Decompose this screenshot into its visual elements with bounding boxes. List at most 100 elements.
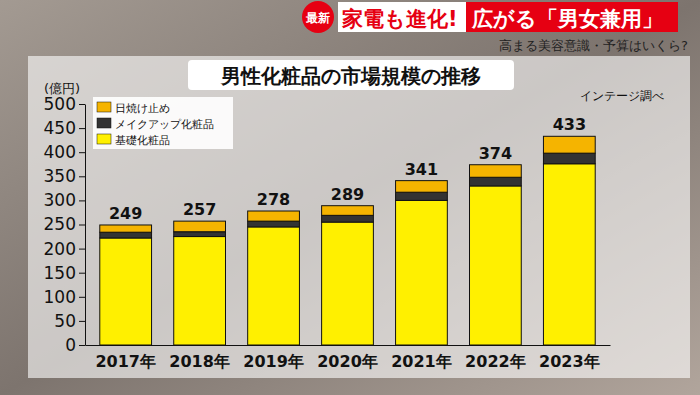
- panel: [28, 56, 690, 378]
- bar-segment: [100, 232, 152, 238]
- tick-label: 350: [44, 166, 76, 186]
- tick-mark: [79, 152, 85, 153]
- tick-label: 2017年: [95, 352, 156, 371]
- total-label: 374: [479, 144, 512, 163]
- bar-segment: [396, 181, 448, 193]
- tick-label: 2021年: [391, 352, 452, 371]
- tick-mark: [79, 297, 85, 298]
- tick-mark: [79, 345, 85, 346]
- tick: 450: [44, 118, 85, 138]
- bar-segment: [396, 200, 448, 345]
- badge: [302, 1, 334, 33]
- tick-mark: [79, 104, 85, 105]
- bars: [100, 136, 595, 345]
- bar-segment: [174, 221, 226, 232]
- legend-label: 日焼け止め: [115, 102, 170, 115]
- tick-mark: [79, 225, 85, 226]
- total-label: 433: [553, 115, 586, 134]
- legend-box: [93, 97, 233, 149]
- total-label: 278: [257, 190, 290, 209]
- tick-label: 2022年: [465, 352, 526, 371]
- bar-segment: [322, 206, 374, 216]
- bar-segment: [543, 164, 595, 345]
- bar-segment: [100, 225, 152, 232]
- tick: 2022年: [465, 345, 526, 371]
- bar-segment: [322, 215, 374, 222]
- tick-label: 450: [44, 118, 76, 138]
- bar-segment: [543, 136, 595, 153]
- tick-mark: [79, 249, 85, 250]
- tick-label: 2020年: [317, 352, 378, 371]
- x-axis: 2017年 2018年 2019年 2020年 2021年 2022年 2023年: [86, 345, 611, 371]
- background: [0, 0, 700, 395]
- bar-segment: [174, 232, 226, 237]
- tick: 500: [44, 94, 85, 114]
- title-box: [188, 60, 514, 90]
- legend-swatch: [97, 102, 111, 112]
- legend-swatch: [97, 134, 111, 144]
- bar-segment: [396, 192, 448, 200]
- bar-segment: [174, 237, 226, 345]
- tick-label: 300: [44, 190, 76, 210]
- tick: 2020年: [317, 345, 378, 371]
- legend-label: メイクアップ化粧品: [115, 118, 214, 131]
- headline: 広がる「男女兼用」: [471, 7, 663, 31]
- bar-segment: [470, 186, 522, 345]
- badge-text: 最新: [305, 11, 330, 25]
- tick: 2023年: [539, 345, 600, 371]
- source: インテージ調べ: [580, 89, 664, 103]
- bar-segment: [322, 222, 374, 345]
- tick-label: 2018年: [169, 352, 230, 371]
- total-label: 289: [331, 185, 364, 204]
- bar-segment: [100, 238, 152, 345]
- axis-line: [85, 105, 86, 346]
- tick-mark: [79, 273, 85, 274]
- y-axis: 0 50 100 150 200 250 300 350 400 450 500: [44, 94, 86, 355]
- tick-mark: [79, 176, 85, 177]
- total-label: 249: [109, 204, 142, 223]
- tick: 100: [44, 287, 85, 307]
- tick-label: 400: [44, 142, 76, 162]
- tick: 400: [44, 142, 85, 162]
- tick-label: 50: [54, 311, 76, 331]
- tick-mark: [79, 321, 85, 322]
- legend-swatch: [97, 118, 111, 128]
- tick-label: 2019年: [243, 352, 304, 371]
- tick: 200: [44, 239, 85, 259]
- legend-label: 基礎化粧品: [115, 134, 170, 147]
- bar-segment: [248, 221, 300, 227]
- tick-mark: [79, 128, 85, 129]
- tick: 350: [44, 166, 85, 186]
- tick-label: 200: [44, 239, 76, 259]
- tick: 2021年: [391, 345, 452, 371]
- tick: 2018年: [169, 345, 230, 371]
- tick: 50: [54, 311, 85, 331]
- tick-label: 150: [44, 263, 76, 283]
- bar-segment: [470, 165, 522, 178]
- tick-label: 0: [65, 335, 76, 355]
- legend: 日焼け止めメイクアップ化粧品基礎化粧品: [93, 97, 233, 149]
- tick: 2017年: [95, 345, 156, 371]
- axis-line: [86, 345, 611, 346]
- bar-segment: [543, 153, 595, 164]
- total-label: 257: [183, 200, 216, 219]
- bar-segment: [248, 227, 300, 345]
- bar-segment: [248, 211, 300, 221]
- subtitle: 高まる美容意識・予算はいくら?: [499, 38, 688, 53]
- headline: 家電も進化!: [341, 7, 458, 31]
- tick-label: 2023年: [539, 352, 600, 371]
- tick: 0: [65, 335, 85, 355]
- tick: 150: [44, 263, 85, 283]
- chart: 最新家電も進化! 広がる「男女兼用」高まる美容意識・予算はいくら? 男性化粧品の市場…: [0, 0, 700, 395]
- tick: 2019年: [243, 345, 304, 371]
- tick-label: 250: [44, 214, 76, 234]
- tick: 300: [44, 190, 85, 210]
- headline-box: [466, 2, 678, 32]
- tick: 250: [44, 214, 85, 234]
- title: 男性化粧品の市場規模の推移: [220, 64, 481, 88]
- tick-label: 500: [44, 94, 76, 114]
- headline-box: [338, 2, 466, 32]
- tick-label: 100: [44, 287, 76, 307]
- tick-mark: [79, 200, 85, 201]
- bar-segment: [470, 177, 522, 186]
